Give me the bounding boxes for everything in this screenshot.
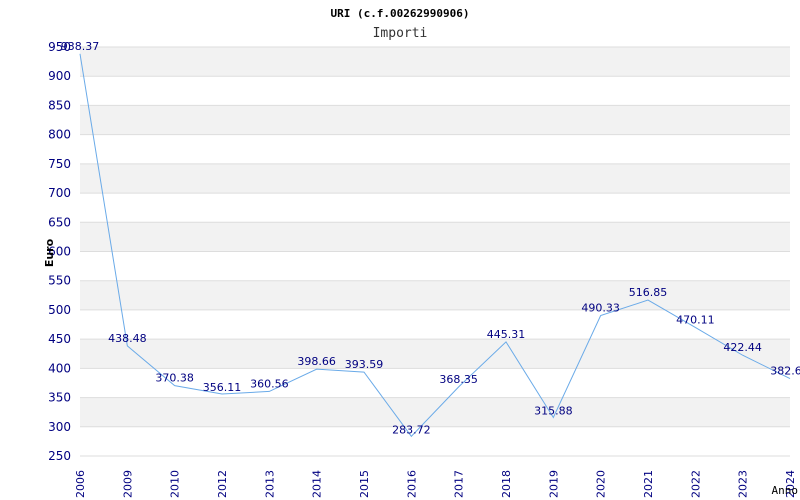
grid-band xyxy=(80,163,790,194)
data-label: 438.48 xyxy=(108,332,147,345)
data-label: 470.11 xyxy=(676,313,715,326)
x-tick-label: 2010 xyxy=(169,470,182,498)
y-tick-label: 450 xyxy=(48,332,71,346)
grid-band xyxy=(80,105,790,135)
data-labels: 938.37 438.48 370.38 356.11 360.56 398.66 393.… xyxy=(61,40,800,437)
x-tick-label: 2013 xyxy=(263,470,276,498)
x-tick-label: 2015 xyxy=(358,470,371,498)
chart-subtitle: Importi xyxy=(373,26,428,41)
x-tick-label: 2020 xyxy=(595,470,608,498)
y-tick-label: 250 xyxy=(48,449,71,463)
x-tick-label: 2009 xyxy=(121,470,134,498)
data-label: 516.85 xyxy=(629,286,668,299)
y-axis-ticks: 250 300 350 400 450 500 550 600 650 700 750 800 850 9… xyxy=(48,40,71,463)
x-tick-label: 2024 xyxy=(784,470,797,498)
y-tick-label: 400 xyxy=(48,361,71,375)
data-label: 490.33 xyxy=(581,302,620,315)
series-line-path xyxy=(79,53,791,438)
grid-band xyxy=(80,193,790,223)
grid-band xyxy=(80,309,790,340)
x-tick-label: 2012 xyxy=(216,470,229,498)
x-tick-label: 2023 xyxy=(737,470,750,498)
y-tick-label: 550 xyxy=(48,274,71,288)
grid-band xyxy=(80,222,790,252)
data-label: 360.56 xyxy=(250,377,289,390)
x-tick-label: 2019 xyxy=(547,470,560,498)
y-axis-label: Euro xyxy=(43,238,56,267)
y-tick-label: 500 xyxy=(48,303,71,317)
data-label: 398.66 xyxy=(297,355,336,368)
y-tick-label: 750 xyxy=(48,157,71,171)
x-tick-label: 2017 xyxy=(453,470,466,498)
x-axis-ticks: 2006 2009 2010 2012 2013 2014 2015 2016 2017 2018… xyxy=(74,470,797,498)
data-label: 938.37 xyxy=(61,40,100,53)
data-label: 368.35 xyxy=(439,373,478,386)
y-tick-label: 600 xyxy=(48,245,71,259)
y-tick-label: 350 xyxy=(48,391,71,405)
x-tick-label: 2016 xyxy=(405,470,418,498)
data-label: 283.72 xyxy=(392,423,431,436)
grid-band xyxy=(80,339,790,369)
data-label: 370.38 xyxy=(155,372,194,385)
grid-band xyxy=(80,76,790,106)
x-axis-label: Anno xyxy=(772,484,799,497)
background-bands xyxy=(80,46,790,457)
data-label: 382.6 xyxy=(770,365,800,378)
grid-band xyxy=(80,280,790,310)
x-tick-label: 2014 xyxy=(311,470,324,498)
data-label: 356.11 xyxy=(203,381,242,394)
x-tick-label: 2018 xyxy=(500,470,513,498)
y-tick-label: 950 xyxy=(48,40,71,54)
x-tick-label: 2021 xyxy=(642,470,655,498)
data-label: 315.88 xyxy=(534,405,573,418)
y-tick-label: 900 xyxy=(48,69,71,83)
grid-band xyxy=(80,47,790,77)
grid-band xyxy=(80,251,790,281)
grid-band xyxy=(80,426,790,456)
y-tick-label: 650 xyxy=(48,215,71,229)
data-label: 445.31 xyxy=(487,328,526,341)
series-line xyxy=(79,53,791,438)
x-tick-label: 2022 xyxy=(689,470,702,498)
y-tick-label: 800 xyxy=(48,128,71,142)
y-tick-label: 700 xyxy=(48,186,71,200)
chart-title: URI (c.f.00262990906) xyxy=(330,7,469,20)
data-label: 422.44 xyxy=(723,341,762,354)
data-label: 393.59 xyxy=(345,358,384,371)
grid-band xyxy=(80,368,790,398)
y-tick-label: 300 xyxy=(48,420,71,434)
x-tick-label: 2006 xyxy=(74,470,87,498)
y-tick-label: 850 xyxy=(48,98,71,112)
grid-band xyxy=(80,134,790,164)
